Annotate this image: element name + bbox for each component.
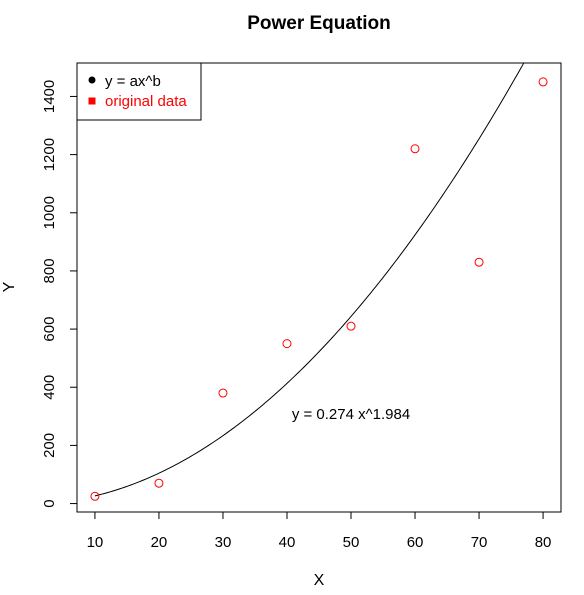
x-tick-label: 40	[279, 534, 296, 551]
equation-annotation: y = 0.274 x^1.984	[292, 406, 410, 423]
legend-symbol-fit	[89, 77, 96, 84]
x-tick-label: 80	[535, 534, 552, 551]
y-tick-label: 600	[41, 317, 58, 342]
y-tick-label: 0	[41, 499, 58, 507]
y-axis-label: Y	[1, 281, 18, 292]
x-tick-label: 20	[151, 534, 168, 551]
legend: y = ax^b original data	[77, 63, 201, 120]
x-axis-label: X	[314, 572, 325, 589]
x-tick-label: 10	[87, 534, 104, 551]
y-tick-label: 1200	[41, 138, 58, 171]
chart-title: Power Equation	[247, 13, 391, 34]
legend-symbol-data	[89, 98, 96, 105]
legend-box	[77, 63, 201, 120]
y-tick-label: 800	[41, 258, 58, 283]
x-tick-label: 30	[215, 534, 232, 551]
y-tick-label: 1000	[41, 196, 58, 229]
y-tick-label: 200	[41, 433, 58, 458]
x-tick-label: 60	[407, 534, 424, 551]
legend-label-data: original data	[105, 93, 187, 110]
y-tick-label: 1400	[41, 80, 58, 113]
x-tick-label: 70	[471, 534, 488, 551]
x-tick-label: 50	[343, 534, 360, 551]
y-tick-label: 400	[41, 375, 58, 400]
legend-label-fit: y = ax^b	[105, 73, 161, 90]
